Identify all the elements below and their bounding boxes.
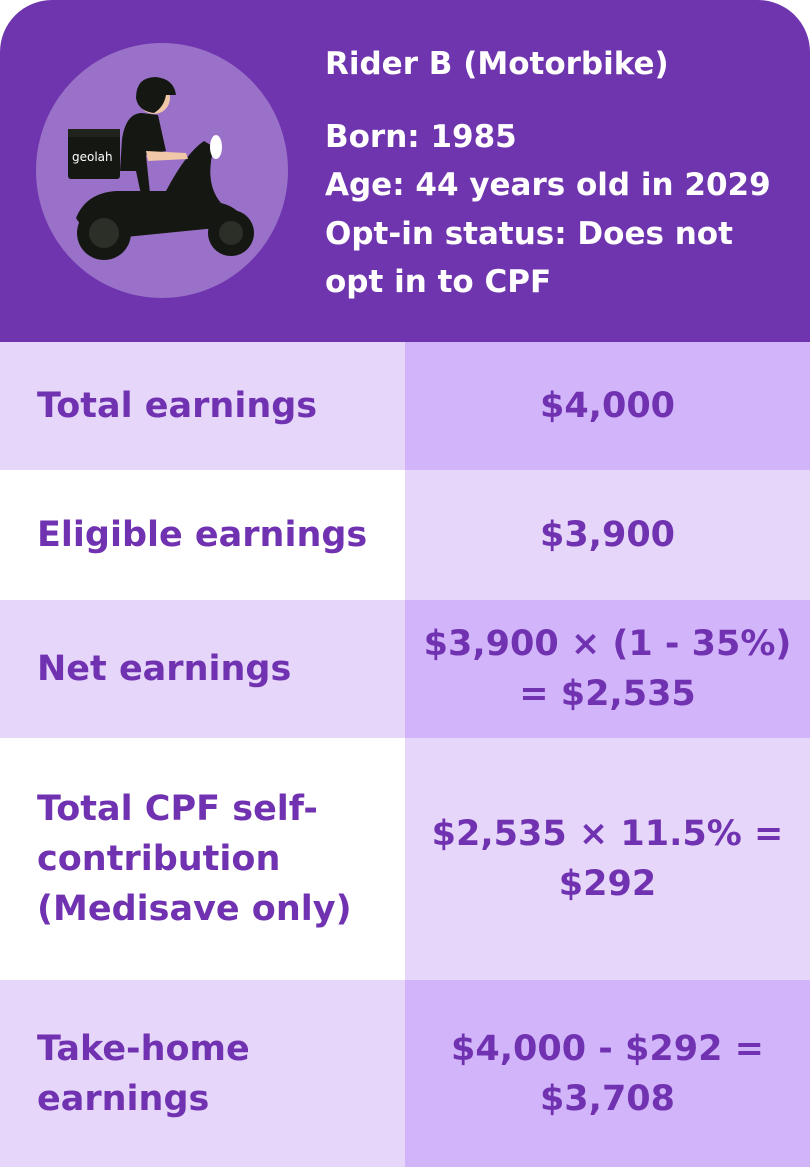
label-line: contribution <box>37 839 281 879</box>
optin-status-line2: opt in to CPF <box>325 264 552 300</box>
rider-title: Rider B (Motorbike) <box>325 46 669 82</box>
row-value: $3,900 × (1 - 35%) = $2,535 <box>405 600 810 738</box>
value-line: = $2,535 <box>519 674 696 714</box>
table-row-take-home: Take-home earnings $4,000 - $292 = $3,708 <box>0 980 810 1167</box>
row-value: $3,900 <box>405 470 810 600</box>
value-line: $3,708 <box>539 1078 676 1119</box>
row-label: Total CPF self-contribution (Medisave onl… <box>0 738 405 980</box>
age: Age: 44 years old in 2029 <box>325 167 771 203</box>
label-line: (Medisave only) <box>37 889 352 929</box>
row-label: Take-home earnings <box>0 980 405 1167</box>
row-label: Total earnings <box>0 342 405 470</box>
row-label: Net earnings <box>0 600 405 738</box>
value-line: $4,000 - $292 = <box>451 1028 764 1069</box>
table-row-eligible-earnings: Eligible earnings $3,900 <box>0 470 810 600</box>
row-label: Eligible earnings <box>0 470 405 600</box>
label-line: Total CPF self- <box>37 789 318 829</box>
table-row-net-earnings: Net earnings $3,900 × (1 - 35%) = $2,535 <box>0 600 810 738</box>
born-year: Born: 1985 <box>325 118 517 155</box>
table-row-cpf-contribution: Total CPF self-contribution (Medisave onl… <box>0 738 810 980</box>
label-line: earnings <box>37 1078 210 1119</box>
scooter-rider-illustration-icon: geolah <box>36 43 288 298</box>
value-line: $2,535 × 11.5% = <box>431 814 784 854</box>
value-line: $292 <box>558 864 657 904</box>
rider-info: Rider B (Motorbike) Born: 1985 Age: 44 y… <box>325 40 771 307</box>
optin-status-line1: Opt-in status: Does not <box>325 215 733 252</box>
row-value: $2,535 × 11.5% = $292 <box>405 738 810 980</box>
rider-header: geolah Rider B (Motorbike) Born: 1985 Ag… <box>0 0 810 342</box>
svg-text:geolah: geolah <box>72 150 113 164</box>
table-row-total-earnings: Total earnings $4,000 <box>0 342 810 470</box>
label-line: Take-home <box>37 1028 250 1069</box>
value-line: $3,900 × (1 - 35%) <box>423 624 792 664</box>
row-value: $4,000 - $292 = $3,708 <box>405 980 810 1167</box>
row-value: $4,000 <box>405 342 810 470</box>
